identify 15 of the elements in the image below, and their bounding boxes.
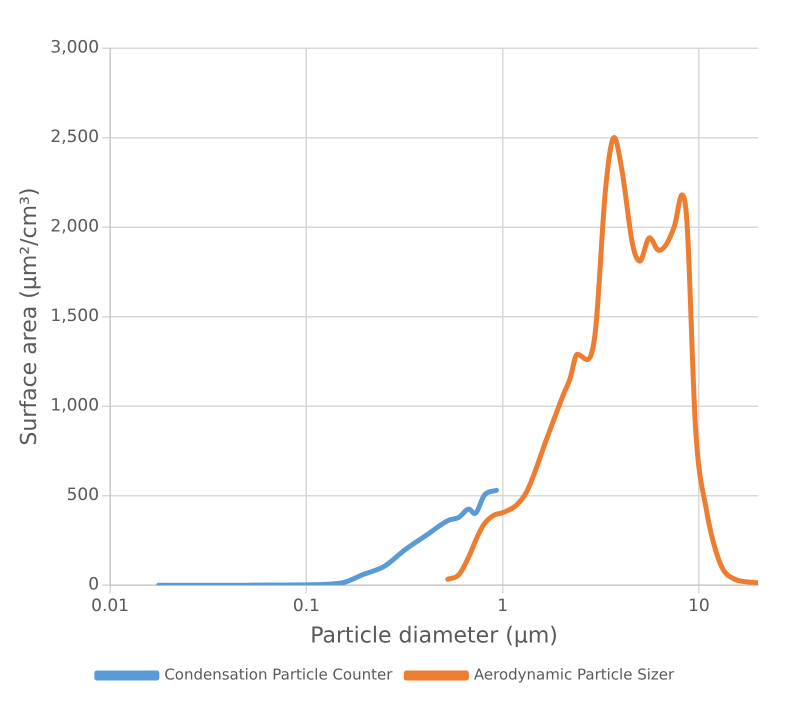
y-tick-label: 2,500 [50, 126, 100, 147]
y-tick-label: 1,500 [50, 306, 100, 326]
y-tick-label: 2,000 [50, 216, 100, 236]
y-tick-label: 1,000 [50, 396, 100, 416]
x-axis-title: Particle diameter (µm) [310, 624, 558, 649]
y-tick-label: 3,000 [50, 37, 100, 58]
y-tick-label: 0 [88, 574, 100, 595]
x-tick-label: 0.01 [91, 596, 129, 616]
legend-label: Aerodynamic Particle Sizer [474, 665, 675, 684]
x-tick-label: 10 [688, 596, 710, 616]
legend-label: Condensation Particle Counter [164, 665, 394, 684]
y-axis-title: Surface area (µm²/cm³) [16, 188, 42, 446]
x-tick-label: 0.1 [292, 596, 320, 616]
y-tick-label: 500 [66, 485, 100, 506]
x-tick-label: 1 [497, 596, 508, 616]
